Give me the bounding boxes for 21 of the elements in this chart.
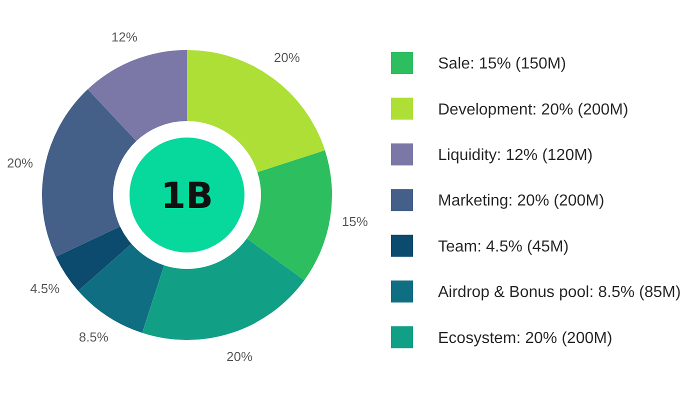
- data-label: 12%: [111, 29, 138, 44]
- data-label: 20%: [6, 156, 34, 171]
- donut-slice: [187, 50, 325, 172]
- data-label: 20%: [226, 349, 253, 364]
- legend-label: Team: 4.5% (45M): [438, 238, 569, 256]
- donut-slice: [78, 244, 164, 333]
- donut-slice: [246, 150, 332, 280]
- legend-label: Sale: 15% (150M): [438, 56, 566, 73]
- donut-slice: [42, 89, 136, 257]
- text: 1B: [160, 176, 214, 217]
- legend-label: Airdrop & Bonus pool: 8.5% (85M): [438, 284, 681, 302]
- legend-label: Marketing: 20% (200M): [438, 192, 604, 210]
- legend-label: Ecosystem: 20% (200M): [438, 330, 612, 347]
- donut-slice: [88, 50, 187, 142]
- data-label: 4.5%: [30, 280, 60, 296]
- data-label: 20%: [274, 50, 300, 66]
- legend-label: Liquidity: 12% (120M): [438, 147, 593, 164]
- legend-label: Development: 20% (200M): [438, 101, 628, 118]
- donut-slice: [142, 238, 304, 340]
- data-label: 15%: [342, 214, 368, 230]
- data-label: 8.5%: [78, 330, 109, 345]
